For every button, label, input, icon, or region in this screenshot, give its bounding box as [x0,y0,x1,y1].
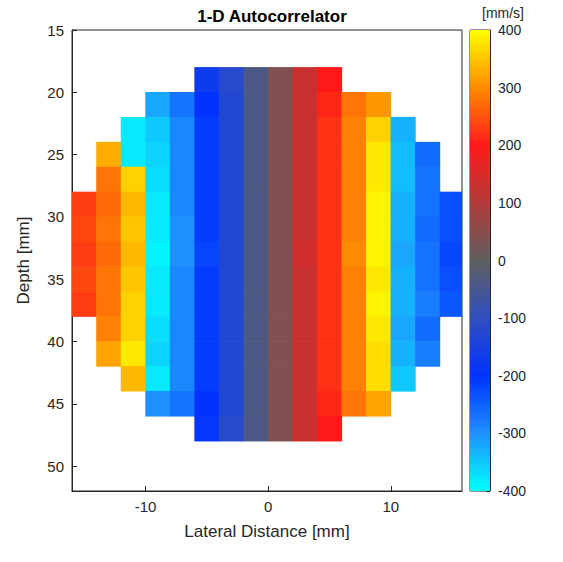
svg-text:Lateral Distance [mm]: Lateral Distance [mm] [184,522,349,541]
svg-text:400: 400 [498,22,522,38]
svg-text:40: 40 [47,333,64,350]
svg-text:35: 35 [47,271,64,288]
svg-text:30: 30 [47,208,64,225]
svg-text:20: 20 [47,84,64,101]
svg-text:300: 300 [498,80,522,96]
svg-text:45: 45 [47,395,64,412]
svg-text:10: 10 [383,498,400,515]
svg-text:-10: -10 [135,498,157,515]
svg-text:100: 100 [498,195,522,211]
svg-text:15: 15 [47,22,64,39]
svg-text:1-D Autocorrelator: 1-D Autocorrelator [197,7,347,26]
svg-text:-200: -200 [498,368,526,384]
svg-text:0: 0 [264,498,272,515]
svg-text:200: 200 [498,137,522,153]
svg-text:-400: -400 [498,483,526,499]
svg-text:50: 50 [47,458,64,475]
svg-text:0: 0 [498,253,506,269]
svg-text:25: 25 [47,146,64,163]
svg-text:Depth [mm]: Depth [mm] [14,217,33,305]
svg-text:-300: -300 [498,425,526,441]
svg-text:-100: -100 [498,310,526,326]
svg-text:[mm/s]: [mm/s] [482,5,524,21]
